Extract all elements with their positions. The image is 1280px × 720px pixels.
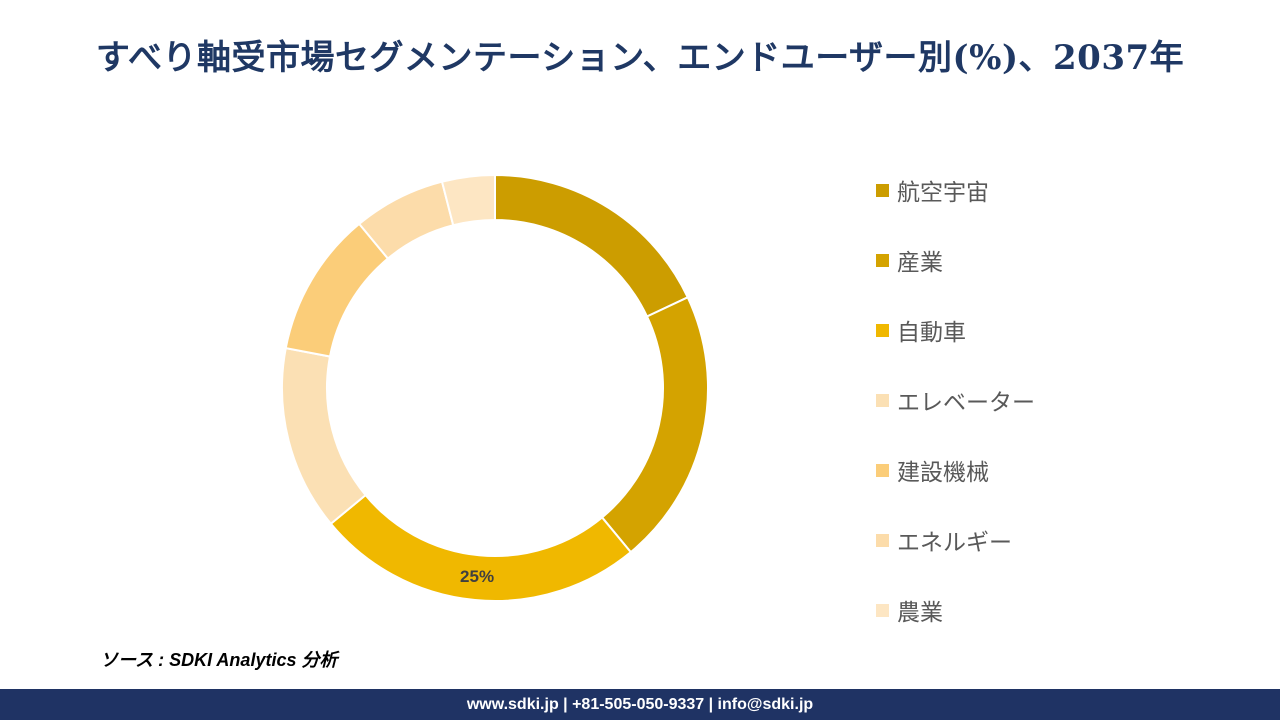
legend-label: 航空宇宙 <box>897 180 989 206</box>
legend-label: 産業 <box>897 250 943 276</box>
donut-slice-4 <box>281 346 367 526</box>
donut-slice-7 <box>440 173 496 227</box>
legend-item-7: 農業 <box>876 575 1256 645</box>
legend-swatch <box>876 603 889 617</box>
legend-label: エレベーター <box>897 390 1035 416</box>
legend-item-6: エネルギー <box>876 505 1256 575</box>
donut-chart: 25% <box>281 173 709 602</box>
legend-item-3: 自動車 <box>876 295 1256 365</box>
data-label-3: 25% <box>460 567 494 586</box>
legend-swatch <box>876 183 889 197</box>
legend-swatch <box>876 393 889 407</box>
legend-swatch <box>876 533 889 547</box>
source-note: ソース : SDKI Analytics 分析 <box>100 650 338 670</box>
legend-label: 農業 <box>897 600 943 626</box>
donut-slice-1 <box>494 173 690 318</box>
footer-bar: www.sdki.jp | +81-505-050-9337 | info@sd… <box>0 689 1280 720</box>
legend-label: 建設機械 <box>897 460 989 486</box>
legend-item-5: 建設機械 <box>876 435 1256 505</box>
legend-item-2: 産業 <box>876 225 1256 295</box>
chart-title: すべり軸受市場セグメンテーション、エンドユーザー別(%)、2037年 <box>95 38 1185 78</box>
chart-legend: 航空宇宙産業自動車エレベーター 建設機械エネルギー農業 <box>876 155 1256 645</box>
legend-swatch <box>876 253 889 267</box>
legend-label: エネルギー <box>897 530 1012 556</box>
legend-item-1: 航空宇宙 <box>876 155 1256 225</box>
donut-slice-2 <box>600 295 709 554</box>
legend-label: 自動車 <box>897 320 966 346</box>
legend-swatch <box>876 463 889 477</box>
legend-item-4: エレベーター <box>876 365 1256 435</box>
legend-swatch <box>876 323 889 337</box>
footer-contact: www.sdki.jp | +81-505-050-9337 | info@sd… <box>466 695 814 713</box>
donut-slice-5 <box>284 222 390 358</box>
